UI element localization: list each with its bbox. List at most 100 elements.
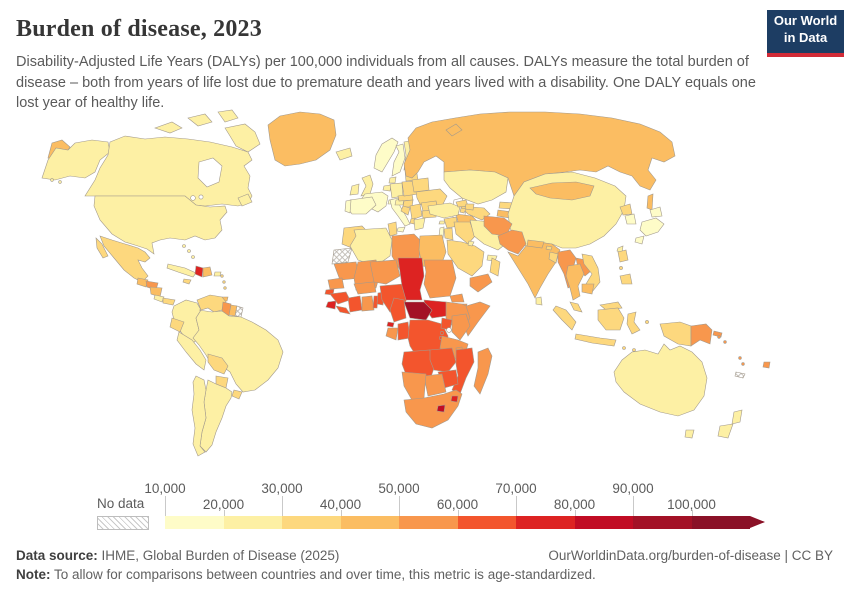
country-bahamas[interactable]: [191, 255, 195, 259]
legend-bin-6[interactable]: [457, 516, 516, 529]
country-spain[interactable]: [346, 196, 377, 215]
legend-bin-8[interactable]: [574, 516, 633, 529]
country-thailand[interactable]: [565, 263, 585, 301]
country-papua-new-guinea[interactable]: [690, 323, 713, 347]
country-indonesia-sulawesi[interactable]: [626, 311, 641, 335]
country-liberia[interactable]: [335, 305, 351, 315]
country-russia-sakhalin[interactable]: [646, 193, 654, 211]
country-western-sahara[interactable]: [331, 247, 353, 265]
aleutian-island[interactable]: [58, 180, 62, 184]
legend-no-data-swatch[interactable]: [97, 516, 149, 530]
country-albania[interactable]: [409, 217, 416, 225]
country-croatia[interactable]: [400, 205, 411, 216]
country-madagascar[interactable]: [473, 347, 493, 395]
country-equatorial-guinea[interactable]: [386, 321, 395, 328]
country-uruguay[interactable]: [231, 389, 243, 400]
country-portugal[interactable]: [344, 199, 352, 214]
country-indonesia-borneo[interactable]: [597, 307, 625, 331]
aleutian-island[interactable]: [50, 178, 54, 182]
country-eswatini[interactable]: [450, 395, 459, 403]
country-canada-arctic-1[interactable]: [154, 121, 183, 134]
country-kuwait[interactable]: [467, 240, 475, 247]
country-canada[interactable]: [84, 135, 253, 207]
country-cuba[interactable]: [166, 263, 197, 278]
country-serbia[interactable]: [409, 203, 423, 221]
country-kenya[interactable]: [451, 313, 471, 341]
legend-bin-9[interactable]: [633, 516, 692, 529]
country-philippines-mindanao[interactable]: [619, 273, 633, 285]
country-japan-hokkaido[interactable]: [649, 206, 663, 218]
country-lesser-antilles[interactable]: [223, 286, 227, 290]
country-sri-lanka[interactable]: [535, 296, 543, 306]
country-eritrea[interactable]: [449, 293, 465, 303]
country-greenland[interactable]: [267, 111, 337, 167]
legend-bin-4[interactable]: [340, 516, 399, 529]
country-ghana[interactable]: [361, 295, 375, 312]
country-philippines-luzon[interactable]: [617, 249, 629, 263]
legend-bin-7[interactable]: [516, 516, 575, 529]
country-somalia[interactable]: [463, 301, 491, 337]
country-lesser-antilles[interactable]: [220, 274, 224, 278]
country-netherlands[interactable]: [382, 184, 392, 192]
country-sudan[interactable]: [423, 259, 457, 299]
country-indonesia-java[interactable]: [574, 333, 617, 347]
country-senegal[interactable]: [327, 277, 345, 290]
country-bangladesh[interactable]: [548, 251, 559, 264]
country-zambia[interactable]: [429, 347, 457, 373]
country-japan-kyushu[interactable]: [634, 235, 645, 245]
country-bahamas[interactable]: [182, 244, 186, 248]
country-south-korea[interactable]: [624, 213, 637, 225]
country-lesotho[interactable]: [436, 404, 446, 413]
country-indonesia-moluccas[interactable]: [645, 320, 649, 324]
country-tunisia[interactable]: [387, 221, 398, 237]
country-venezuela[interactable]: [196, 294, 227, 313]
country-brazil[interactable]: [192, 309, 284, 393]
country-dominican-republic[interactable]: [202, 266, 213, 278]
country-namibia[interactable]: [401, 371, 427, 401]
country-sierra-leone[interactable]: [325, 300, 337, 310]
country-yemen[interactable]: [469, 273, 493, 293]
footer-link[interactable]: OurWorldinData.org/burden-of-disease | C…: [548, 548, 833, 563]
country-canada-arctic-3[interactable]: [217, 109, 239, 123]
country-gabon[interactable]: [385, 327, 399, 341]
country-jamaica[interactable]: [182, 278, 192, 285]
country-indonesia-sunda[interactable]: [622, 346, 626, 350]
country-new-zealand-north[interactable]: [731, 409, 743, 425]
country-cyprus[interactable]: [438, 220, 446, 225]
country-cote-divoire[interactable]: [347, 295, 363, 313]
country-burkina-faso[interactable]: [353, 281, 377, 295]
country-iceland[interactable]: [335, 147, 353, 161]
country-denmark[interactable]: [388, 176, 397, 184]
country-panama[interactable]: [162, 297, 176, 306]
country-north-korea[interactable]: [619, 203, 633, 216]
country-chad[interactable]: [397, 257, 425, 301]
country-botswana[interactable]: [423, 373, 447, 397]
country-fiji[interactable]: [762, 361, 771, 369]
country-mongolia[interactable]: [529, 181, 595, 201]
country-russia-novaya-zemlya[interactable]: [445, 123, 463, 137]
country-indonesia-sunda2[interactable]: [632, 348, 636, 352]
country-south-africa[interactable]: [403, 389, 463, 429]
country-indonesia-papua[interactable]: [659, 321, 692, 347]
country-azerbaijan[interactable]: [464, 203, 475, 211]
country-malaysia[interactable]: [569, 301, 583, 313]
country-bahamas[interactable]: [187, 249, 191, 253]
legend-bin-1[interactable]: [165, 516, 224, 529]
country-vanuatu[interactable]: [741, 362, 745, 366]
country-bhutan[interactable]: [545, 245, 553, 251]
country-puerto-rico[interactable]: [213, 271, 222, 277]
country-iraq[interactable]: [453, 221, 476, 245]
country-australia[interactable]: [613, 343, 708, 417]
legend-bin-3[interactable]: [282, 516, 341, 529]
country-guatemala[interactable]: [136, 277, 149, 288]
country-cambodia[interactable]: [581, 283, 595, 295]
country-indonesia-sumatra[interactable]: [552, 305, 577, 331]
country-solomon-islands[interactable]: [717, 335, 721, 339]
country-mexico[interactable]: [99, 235, 151, 283]
country-rwanda[interactable]: [439, 330, 444, 335]
country-vanuatu[interactable]: [738, 356, 742, 360]
country-central-african-republic[interactable]: [403, 301, 433, 321]
country-japan-honshu[interactable]: [639, 217, 665, 237]
country-new-zealand-south[interactable]: [717, 423, 734, 439]
country-canada-arctic-2[interactable]: [187, 113, 213, 127]
